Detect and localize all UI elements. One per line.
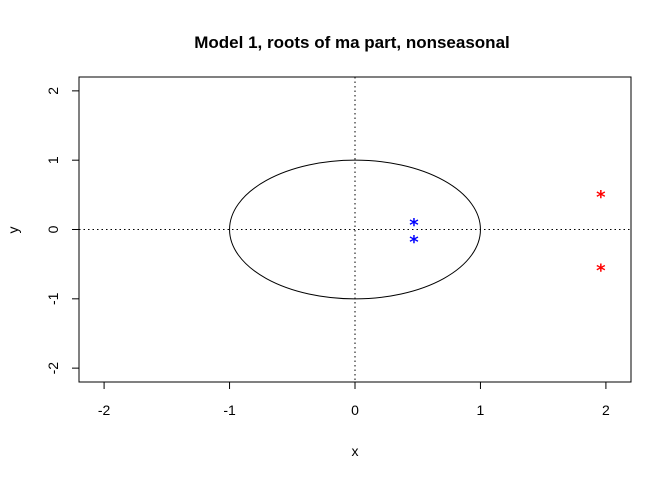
ma-root-marker-red: *	[596, 187, 606, 208]
x-tick-label: 1	[477, 402, 485, 418]
x-tick-label: -2	[98, 402, 111, 418]
ma-root-marker-blue: *	[409, 215, 419, 236]
y-tick-label: 2	[45, 87, 61, 95]
y-axis-label: y	[5, 227, 21, 234]
unit-circle	[229, 159, 481, 300]
x-tick-label: 0	[351, 402, 359, 418]
x-tick-label: -1	[223, 402, 236, 418]
y-tick-label: -2	[45, 362, 61, 375]
y-tick-label: 1	[45, 156, 61, 164]
ma-root-marker-red: *	[596, 261, 606, 282]
x-tick-label: 2	[602, 402, 610, 418]
chart-title: Model 1, roots of ma part, nonseasonal	[194, 33, 510, 52]
y-tick-label: 0	[45, 225, 61, 233]
x-axis-label: x	[352, 443, 359, 459]
ma-root-marker-blue: *	[409, 232, 419, 253]
y-tick-label: -1	[45, 292, 61, 305]
